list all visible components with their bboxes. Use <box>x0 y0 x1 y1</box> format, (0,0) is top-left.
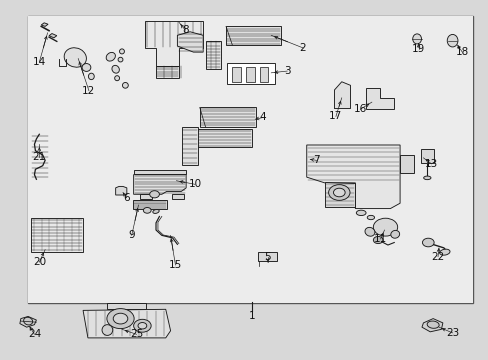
Polygon shape <box>133 175 186 194</box>
Text: 6: 6 <box>123 193 130 203</box>
Text: 8: 8 <box>182 25 188 35</box>
Text: 19: 19 <box>411 44 425 54</box>
Bar <box>232 67 241 82</box>
Text: 4: 4 <box>259 112 266 122</box>
Text: 22: 22 <box>430 252 444 262</box>
Ellipse shape <box>112 66 119 73</box>
Ellipse shape <box>439 249 449 255</box>
Circle shape <box>133 319 151 332</box>
Ellipse shape <box>366 215 374 220</box>
Circle shape <box>372 237 382 244</box>
Polygon shape <box>107 303 146 309</box>
Ellipse shape <box>153 210 159 213</box>
Ellipse shape <box>23 317 33 325</box>
Polygon shape <box>205 41 221 69</box>
Ellipse shape <box>115 76 119 81</box>
Text: 20: 20 <box>33 257 46 267</box>
Text: 7: 7 <box>312 156 319 165</box>
Text: 21: 21 <box>33 152 46 162</box>
Ellipse shape <box>390 230 399 238</box>
Polygon shape <box>49 33 57 38</box>
Text: 11: 11 <box>373 234 386 244</box>
Polygon shape <box>399 155 413 173</box>
Ellipse shape <box>423 176 430 180</box>
Bar <box>30 218 83 252</box>
Polygon shape <box>116 186 126 195</box>
Text: 25: 25 <box>130 329 143 339</box>
Text: 17: 17 <box>328 111 342 121</box>
Text: 18: 18 <box>455 47 468 57</box>
Bar <box>420 149 433 163</box>
Bar <box>200 108 255 127</box>
Polygon shape <box>324 182 355 207</box>
Circle shape <box>422 238 433 247</box>
Text: 16: 16 <box>353 104 366 114</box>
Polygon shape <box>144 21 203 66</box>
Ellipse shape <box>119 49 124 54</box>
Polygon shape <box>156 66 179 78</box>
Bar <box>225 26 281 45</box>
Text: 14: 14 <box>33 57 46 67</box>
Ellipse shape <box>64 48 86 67</box>
Bar <box>259 67 268 82</box>
Circle shape <box>138 323 146 329</box>
Circle shape <box>372 218 397 236</box>
Ellipse shape <box>88 73 94 80</box>
Ellipse shape <box>122 82 128 88</box>
Circle shape <box>328 185 349 201</box>
Text: 12: 12 <box>82 86 95 96</box>
Bar <box>227 63 275 84</box>
Bar <box>193 129 251 147</box>
Ellipse shape <box>412 34 421 44</box>
Bar <box>28 16 472 303</box>
Text: 9: 9 <box>128 230 135 240</box>
Text: 2: 2 <box>299 43 305 53</box>
Polygon shape <box>20 316 36 327</box>
Text: 13: 13 <box>424 159 437 169</box>
Ellipse shape <box>82 64 91 71</box>
Polygon shape <box>83 309 170 338</box>
Polygon shape <box>334 82 350 109</box>
Text: 1: 1 <box>248 311 255 321</box>
Polygon shape <box>177 32 203 52</box>
Bar <box>258 252 276 261</box>
Bar <box>140 194 152 199</box>
Text: 15: 15 <box>168 260 182 270</box>
Ellipse shape <box>102 325 113 336</box>
Ellipse shape <box>364 228 374 236</box>
Polygon shape <box>41 23 48 26</box>
Ellipse shape <box>106 53 115 61</box>
Text: 10: 10 <box>188 179 201 189</box>
Bar <box>28 16 472 303</box>
Polygon shape <box>133 170 186 174</box>
Circle shape <box>143 207 151 213</box>
Text: 5: 5 <box>264 252 271 262</box>
Text: 24: 24 <box>28 329 41 339</box>
Ellipse shape <box>447 35 457 47</box>
Text: 23: 23 <box>445 328 458 338</box>
Bar <box>171 194 183 199</box>
Circle shape <box>333 188 345 197</box>
Bar <box>245 67 254 82</box>
Polygon shape <box>366 88 393 109</box>
Polygon shape <box>306 145 399 208</box>
Text: 3: 3 <box>284 66 290 76</box>
Circle shape <box>107 309 134 329</box>
Ellipse shape <box>118 57 122 62</box>
Polygon shape <box>421 319 442 332</box>
Circle shape <box>113 313 127 324</box>
Polygon shape <box>182 127 198 165</box>
Circle shape <box>149 191 159 198</box>
Polygon shape <box>132 200 166 209</box>
Ellipse shape <box>356 210 366 216</box>
Ellipse shape <box>427 321 438 328</box>
